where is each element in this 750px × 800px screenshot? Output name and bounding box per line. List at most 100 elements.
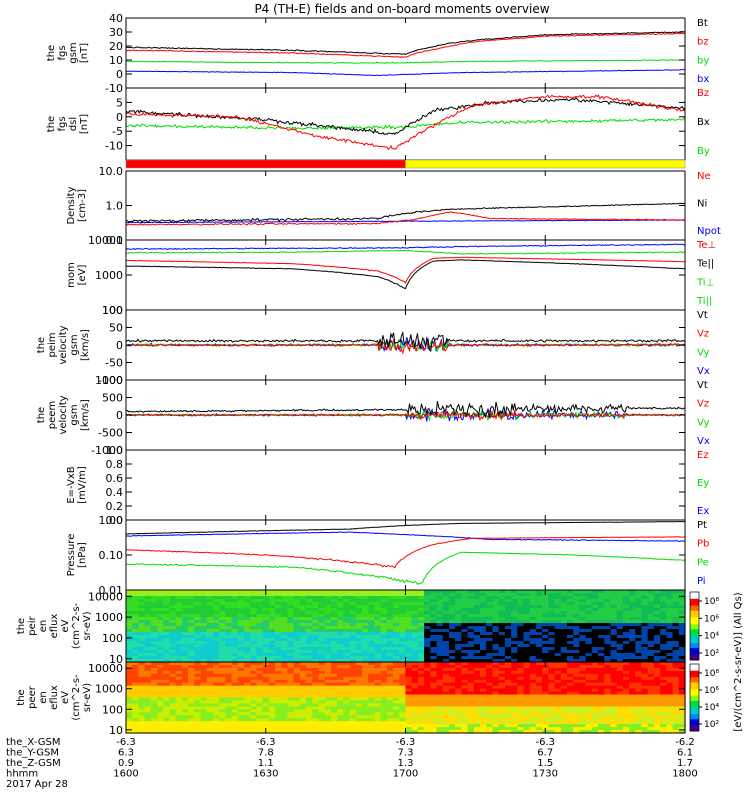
spectrogram-cell: [213, 703, 220, 707]
spectrogram-cell: [169, 673, 177, 678]
x-column-value: 7.3: [398, 748, 414, 759]
spectrogram-cell: [579, 650, 587, 654]
spectrogram-cell: [194, 596, 202, 600]
colorbar-cell: [690, 729, 699, 732]
spectrogram-cell: [523, 679, 531, 684]
spectrogram-cell: [175, 620, 183, 624]
spectrogram-cell: [647, 730, 655, 734]
spectrogram-cell: [535, 596, 543, 600]
spectrogram-cell: [306, 685, 313, 690]
spectrogram-cell: [380, 694, 388, 699]
spectrogram-cell: [268, 679, 276, 684]
spectrogram-cell: [573, 599, 580, 603]
spectrogram-cell: [399, 590, 407, 594]
spectrogram-cell: [635, 665, 643, 669]
spectrogram-cell: [281, 659, 289, 663]
spectrogram-cell: [467, 590, 475, 594]
spectrogram-cell: [604, 602, 612, 606]
spectrogram-cell: [579, 697, 587, 702]
spectrogram-cell: [262, 623, 270, 627]
spectrogram-cell: [554, 721, 562, 725]
spectrogram-cell: [647, 694, 655, 699]
spectrogram-cell: [535, 626, 543, 630]
spectrogram-cell: [163, 703, 171, 707]
spectrogram-cell: [567, 724, 574, 728]
spectrogram-cell: [386, 685, 394, 690]
spectrogram-cell: [244, 590, 251, 594]
spectrogram-cell: [219, 602, 226, 606]
spectrogram-cell: [672, 635, 680, 639]
spectrogram-cell: [604, 700, 612, 705]
spectrogram-cell: [318, 605, 326, 609]
spectrogram-cell: [287, 709, 295, 713]
spectrogram-cell: [306, 697, 313, 702]
spectrogram-cell: [393, 635, 400, 639]
spectrogram-cell: [362, 599, 369, 603]
spectrogram-cell: [641, 700, 649, 705]
spectrogram-cell: [616, 697, 624, 702]
spectrogram-cell: [188, 656, 195, 660]
spectrogram-cell: [480, 697, 487, 702]
spectrogram-cell: [126, 650, 133, 654]
spectrogram-cell: [355, 605, 363, 609]
spectrogram-cell: [181, 590, 189, 594]
spectrogram-cell: [647, 703, 655, 707]
spectrogram-cell: [591, 659, 599, 663]
spectrogram-cell: [237, 599, 245, 603]
spectrogram-cell: [653, 605, 661, 609]
spectrogram-cell: [188, 611, 195, 615]
spectrogram-cell: [660, 599, 667, 603]
spectrogram-cell: [324, 593, 332, 597]
spectrogram-cell: [554, 730, 562, 734]
spectrogram-cell: [579, 709, 587, 713]
spectrogram-cell: [473, 721, 481, 725]
spectrogram-cell: [355, 638, 363, 642]
spectrogram-cell: [337, 688, 344, 693]
spectrogram-cell: [150, 647, 158, 651]
spectrogram-cell: [604, 656, 612, 660]
spectrogram-cell: [318, 673, 326, 678]
colorbar-cell: [690, 725, 699, 729]
spectrogram-cell: [318, 635, 326, 639]
spectrogram-cell: [144, 641, 152, 645]
spectrogram-cell: [579, 593, 587, 597]
spectrogram-cell: [424, 611, 431, 615]
colorbar-cell: [690, 724, 699, 727]
spectrogram-cell: [461, 712, 469, 716]
spectrogram-cell: [430, 650, 438, 654]
spectrogram-cell: [306, 667, 313, 672]
spectrogram-cell: [417, 638, 425, 642]
spectrogram-cell: [436, 665, 444, 669]
spectrogram-cell: [486, 611, 493, 615]
spectrogram-cell: [573, 650, 580, 654]
spectrogram-cell: [548, 730, 556, 734]
spectrogram-cell: [256, 709, 264, 713]
spectrogram-cell: [331, 676, 338, 681]
spectrogram-cell: [455, 727, 462, 731]
spectrogram-cell: [337, 673, 344, 678]
spectrogram-cell: [386, 641, 394, 645]
spectrogram-cell: [368, 620, 375, 624]
spectrogram-cell: [132, 676, 139, 681]
spectrogram-cell: [560, 665, 568, 669]
spectrogram-cell: [653, 632, 661, 636]
spectrogram-cell: [616, 614, 624, 618]
spectrogram-cell: [225, 724, 233, 728]
spectrogram-cell: [281, 596, 289, 600]
spectrogram-cell: [163, 691, 171, 696]
spectrogram-cell: [455, 662, 462, 666]
spectrogram-cell: [244, 676, 251, 681]
spectrogram-cell: [523, 626, 531, 630]
spectrogram-cell: [306, 700, 313, 705]
spectrogram-cell: [666, 712, 674, 716]
spectrogram-cell: [480, 682, 487, 687]
spectrogram-cell: [299, 617, 307, 621]
spectrogram-cell: [250, 641, 257, 645]
spectrogram-cell: [386, 599, 394, 603]
spectrogram-cell: [275, 706, 282, 710]
spectrogram-cell: [188, 688, 195, 693]
spectrogram-cell: [424, 608, 431, 612]
spectrogram-cell: [405, 611, 413, 615]
spectrogram-cell: [399, 659, 407, 663]
spectrogram-cell: [666, 718, 674, 722]
